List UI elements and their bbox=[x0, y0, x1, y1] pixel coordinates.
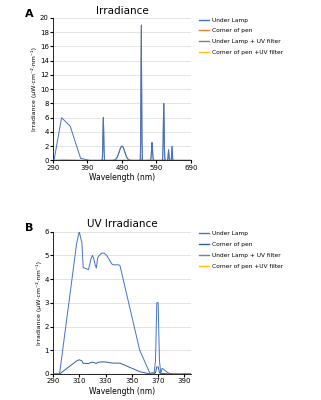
Title: UV Irradiance: UV Irradiance bbox=[87, 220, 157, 230]
Text: B: B bbox=[25, 223, 34, 233]
Title: Irradiance: Irradiance bbox=[96, 6, 148, 16]
Y-axis label: Irradiance (μW·cm⁻²·nm⁻¹): Irradiance (μW·cm⁻²·nm⁻¹) bbox=[31, 47, 37, 131]
X-axis label: Wavelength (nm): Wavelength (nm) bbox=[89, 387, 155, 396]
Legend: Under Lamp, Corner of pen, Under Lamp + UV filter, Corner of pen +UV filter: Under Lamp, Corner of pen, Under Lamp + … bbox=[196, 229, 286, 271]
X-axis label: Wavelength (nm): Wavelength (nm) bbox=[89, 173, 155, 182]
Text: A: A bbox=[25, 10, 34, 20]
Y-axis label: Irradiance (μW·cm⁻²·nm⁻¹): Irradiance (μW·cm⁻²·nm⁻¹) bbox=[36, 261, 41, 345]
Legend: Under Lamp, Corner of pen, Under Lamp + UV filter, Corner of pen +UV filter: Under Lamp, Corner of pen, Under Lamp + … bbox=[196, 15, 286, 58]
